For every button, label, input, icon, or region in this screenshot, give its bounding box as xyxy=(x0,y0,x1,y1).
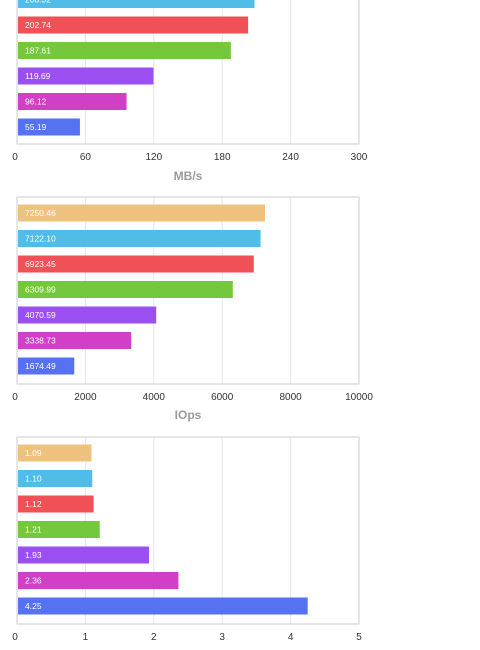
bar xyxy=(18,332,132,349)
plot-border xyxy=(16,436,360,625)
bar xyxy=(18,546,150,564)
x-tick-label: 8000 xyxy=(279,392,302,403)
x-tick-label: 120 xyxy=(145,152,162,163)
x-tick-label: 0 xyxy=(12,152,18,163)
bar-value-label: 96.12 xyxy=(25,97,47,107)
x-tick-label: 4 xyxy=(288,632,294,643)
x-tick-label: 0 xyxy=(12,632,18,643)
x-tick-label: 10000 xyxy=(345,392,373,403)
x-tick-label: 5 xyxy=(356,632,362,643)
bar xyxy=(18,521,100,538)
bar-value-label: 6309.99 xyxy=(25,285,56,295)
bar xyxy=(18,230,261,247)
x-tick-label: 1 xyxy=(83,632,89,643)
bar-value-label: 1.09 xyxy=(25,448,42,458)
bar xyxy=(18,470,93,487)
bar xyxy=(18,255,254,273)
bar xyxy=(18,444,92,462)
bar xyxy=(18,118,80,136)
bar-value-label: 1674.49 xyxy=(25,361,56,371)
bar xyxy=(18,67,154,85)
x-axis-title: IOps xyxy=(175,408,202,422)
bar xyxy=(18,597,308,615)
bar xyxy=(18,42,231,59)
latency-chart: 1.09 1.10 1.12 1.21 1.93 2.36 4.25 0 1 2 3 4 5 xyxy=(12,436,362,643)
x-tick-label: 0 xyxy=(12,392,18,403)
bar-value-label: 1.10 xyxy=(25,474,42,484)
bar-value-label: 1.12 xyxy=(25,499,42,509)
bar-value-label: 7250.46 xyxy=(25,208,56,218)
bar xyxy=(18,93,127,110)
bar-value-label: 3338.73 xyxy=(25,336,56,346)
bar xyxy=(18,281,233,298)
bar-value-label: 1.21 xyxy=(25,525,42,535)
bar xyxy=(18,16,249,34)
bar-value-label: 208.32 xyxy=(25,0,51,5)
x-tick-label: 60 xyxy=(80,152,92,163)
bar-value-label: 4070.59 xyxy=(25,310,56,320)
bar xyxy=(18,0,255,8)
x-tick-label: 3 xyxy=(219,632,225,643)
bar-value-label: 187.61 xyxy=(25,46,51,56)
x-tick-label: 240 xyxy=(282,152,299,163)
bar-value-label: 1.93 xyxy=(25,550,42,560)
bar-value-label: 55.19 xyxy=(25,122,47,132)
throughput-chart: 208.32 202.74 187.61 119.69 96.12 55.19 0 60 120… xyxy=(12,0,368,183)
bar-value-label: 6923.45 xyxy=(25,259,56,269)
bar xyxy=(18,357,75,375)
bar-value-label: 7122.10 xyxy=(25,234,56,244)
x-tick-label: 180 xyxy=(214,152,231,163)
x-tick-label: 2000 xyxy=(74,392,97,403)
bar xyxy=(18,495,94,513)
x-tick-label: 300 xyxy=(351,152,368,163)
bar xyxy=(18,306,157,324)
iops-chart: 7250.46 7122.10 6923.45 6309.99 4070.59 3338.… xyxy=(12,196,373,422)
bar-value-label: 202.74 xyxy=(25,20,51,30)
x-axis-title: MB/s xyxy=(174,169,203,183)
bar-value-label: 4.25 xyxy=(25,601,42,611)
plot-border xyxy=(16,0,360,145)
bar xyxy=(18,204,265,222)
bar-value-label: 2.36 xyxy=(25,576,42,586)
x-tick-label: 6000 xyxy=(211,392,234,403)
plot-border xyxy=(16,196,360,385)
x-tick-label: 4000 xyxy=(143,392,166,403)
x-tick-label: 2 xyxy=(151,632,157,643)
bar xyxy=(18,572,179,589)
bar-value-label: 119.69 xyxy=(25,71,51,81)
